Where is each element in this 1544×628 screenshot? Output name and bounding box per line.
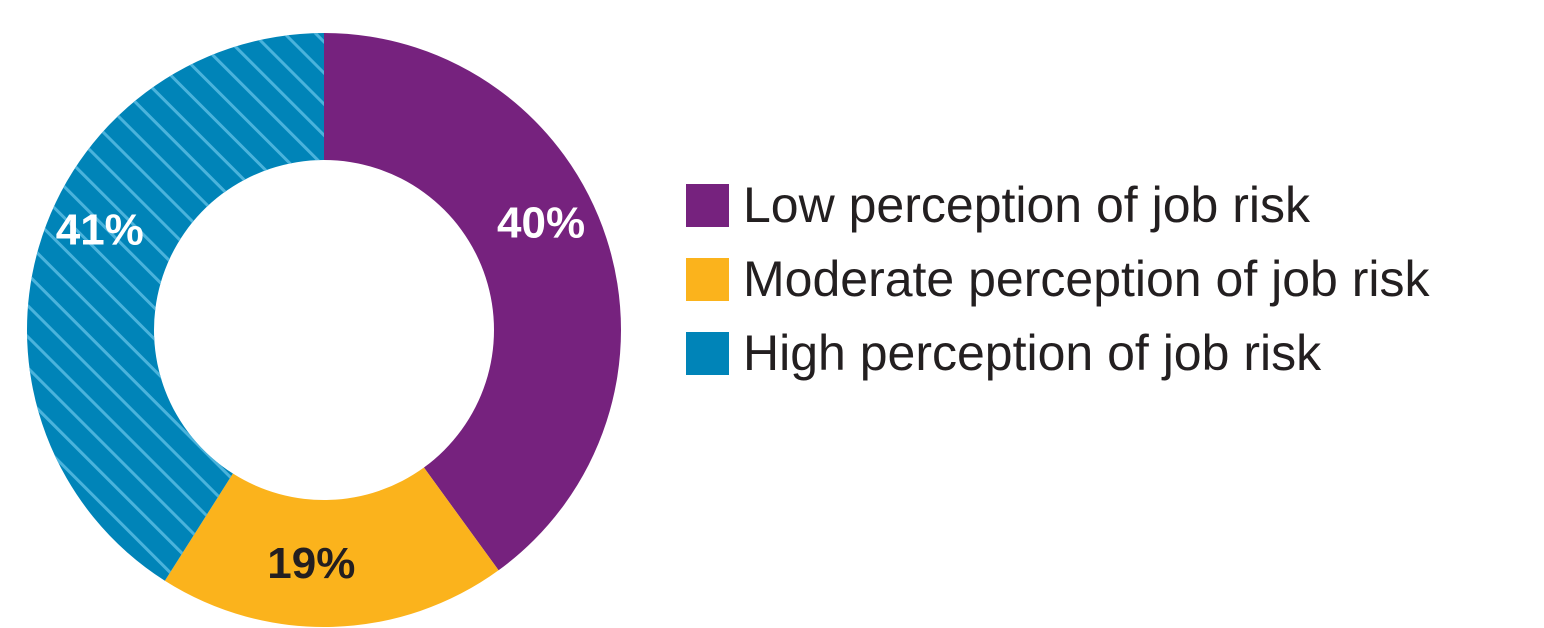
- legend-item-high: High perception of job risk: [686, 316, 1429, 390]
- legend-label-high: High perception of job risk: [743, 325, 1322, 381]
- value-label-high: 41%: [56, 205, 144, 254]
- legend-swatch-high: [686, 331, 729, 375]
- donut-chart: 40% 19% 41%: [27, 33, 621, 627]
- legend-item-low: Low perception of job risk: [686, 168, 1429, 242]
- legend-label-low: Low perception of job risk: [743, 177, 1310, 233]
- value-label-low: 40%: [497, 198, 585, 247]
- legend-swatch-low: [686, 183, 729, 227]
- value-label-moderate: 19%: [267, 539, 355, 588]
- legend: Low perception of job risk Moderate perc…: [686, 168, 1429, 390]
- legend-swatch-moderate: [686, 257, 729, 301]
- slice-low: [324, 33, 621, 571]
- slice-moderate: [164, 467, 499, 627]
- legend-item-moderate: Moderate perception of job risk: [686, 242, 1429, 316]
- slice-high-hatch: [27, 33, 324, 581]
- legend-label-moderate: Moderate perception of job risk: [743, 251, 1430, 307]
